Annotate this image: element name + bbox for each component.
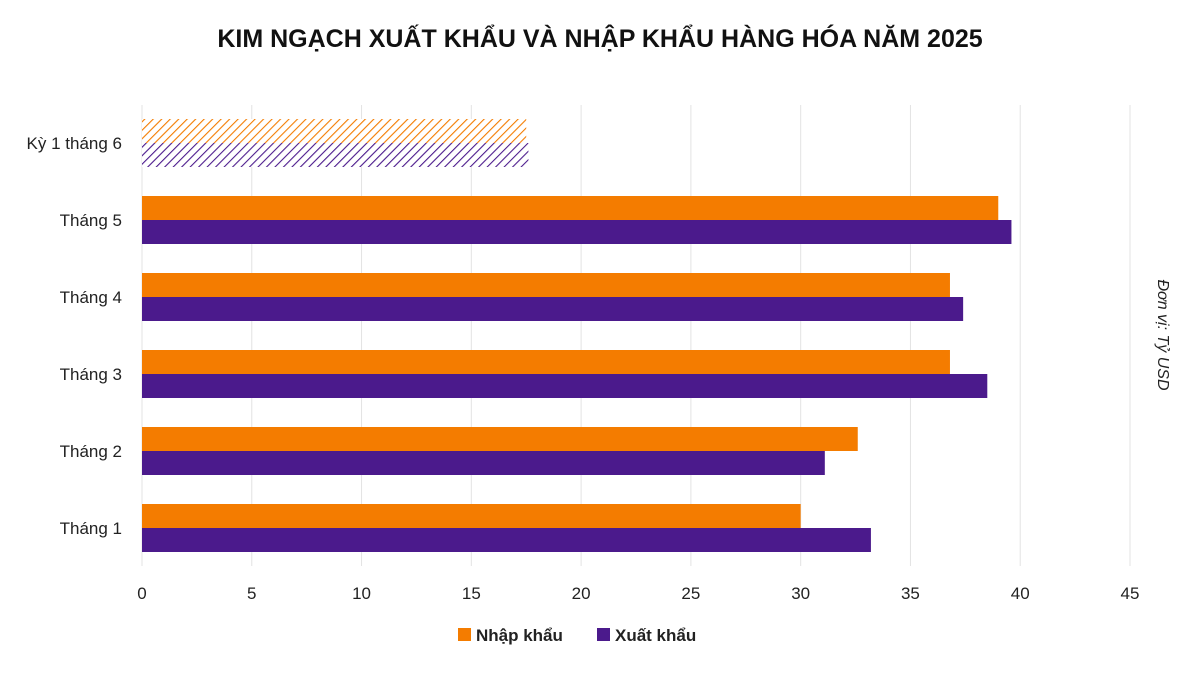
bar-nhap-khau-1 (142, 196, 999, 220)
bar-xuat-khau-5 (142, 528, 871, 552)
category-label: Tháng 2 (60, 442, 122, 461)
x-tick-label: 30 (791, 584, 810, 603)
gridlines (141, 105, 1131, 566)
legend: Nhập khẩu Xuất khẩu (458, 626, 696, 645)
legend-swatch-xuat-khau (597, 628, 610, 641)
bar-xuat-khau-0 (142, 143, 529, 167)
category-labels: Kỳ 1 tháng 6 Tháng 5 Tháng 4 Tháng 3 Tháng 2… (27, 134, 122, 538)
category-label: Tháng 1 (60, 519, 122, 538)
bar-xuat-khau-3 (142, 374, 988, 398)
bar-xuat-khau-1 (142, 220, 1012, 244)
bars (142, 119, 1012, 552)
x-tick-label: 10 (352, 584, 371, 603)
bar-nhap-khau-4 (142, 427, 858, 451)
x-tick-label: 15 (462, 584, 481, 603)
category-label: Kỳ 1 tháng 6 (27, 134, 122, 153)
bar-nhap-khau-0 (142, 119, 527, 143)
x-tick-label: 25 (681, 584, 700, 603)
category-label: Tháng 5 (60, 211, 122, 230)
legend-swatch-nhap-khau (458, 628, 471, 641)
x-tick-label: 45 (1121, 584, 1140, 603)
x-tick-label: 5 (247, 584, 256, 603)
bar-nhap-khau-5 (142, 504, 801, 528)
x-axis-tick-labels: 0 5 10 15 20 25 30 35 40 45 (137, 584, 1139, 603)
legend-label-xuat-khau: Xuất khẩu (615, 626, 696, 645)
bar-xuat-khau-4 (142, 451, 825, 475)
x-tick-label: 20 (572, 584, 591, 603)
x-tick-label: 0 (137, 584, 146, 603)
chart-title: KIM NGẠCH XUẤT KHẨU VÀ NHẬP KHẨU HÀNG HÓ… (217, 23, 982, 53)
legend-label-nhap-khau: Nhập khẩu (476, 626, 563, 645)
category-label: Tháng 3 (60, 365, 122, 384)
x-tick-label: 35 (901, 584, 920, 603)
category-label: Tháng 4 (60, 288, 122, 307)
bar-nhap-khau-3 (142, 350, 950, 374)
x-tick-label: 40 (1011, 584, 1030, 603)
bar-nhap-khau-2 (142, 273, 950, 297)
bar-xuat-khau-2 (142, 297, 964, 321)
unit-label: Đơn vị: Tỷ USD (1154, 279, 1171, 390)
